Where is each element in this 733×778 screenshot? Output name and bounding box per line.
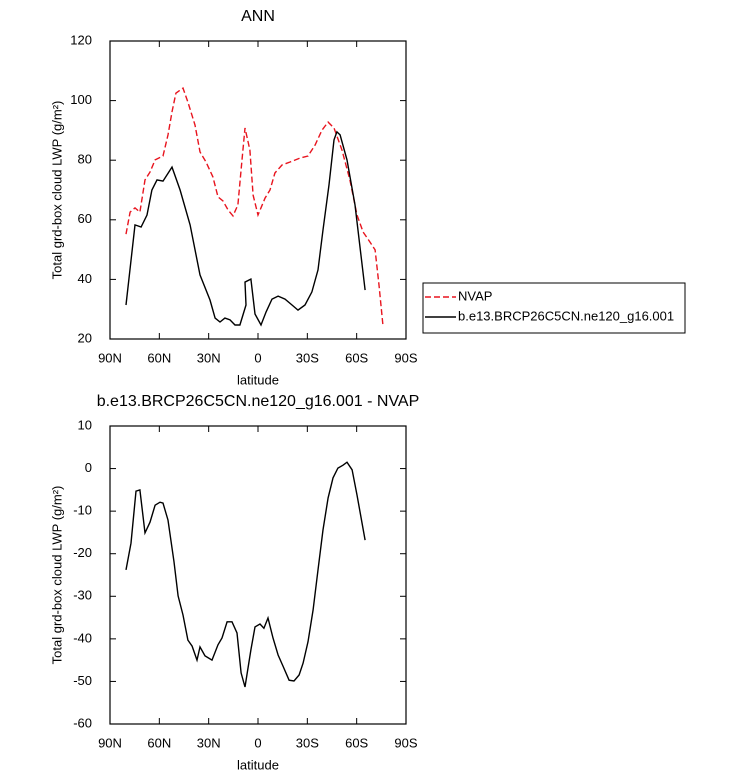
y-tick-label: 100 [70,92,92,107]
y-tick-label: 80 [78,152,92,167]
legend-label: NVAP [458,288,492,303]
x-tick-label: 30N [197,350,221,365]
legend-label: b.e13.BRCP26C5CN.ne120_g16.001 [458,308,674,323]
x-axis-label: latitude [237,757,279,772]
x-tick-label: 30S [296,735,319,750]
y-tick-label: 40 [78,271,92,286]
x-tick-label: 60N [147,735,171,750]
x-tick-label: 0 [254,735,261,750]
y-tick-label: -20 [73,545,92,560]
x-tick-label: 0 [254,350,261,365]
y-tick-label: 20 [78,330,92,345]
y-tick-label: 0 [85,460,92,475]
y-tick-label: 60 [78,211,92,226]
y-axis-label: Total grd-box cloud LWP (g/m²) [49,486,64,665]
plot-frame [109,40,407,340]
chart-title: b.e13.BRCP26C5CN.ne120_g16.001 - NVAP [97,393,420,410]
y-tick-label: -30 [73,588,92,603]
x-tick-label: 90S [394,735,417,750]
y-tick-label: -60 [73,715,92,730]
data-line [125,461,366,688]
x-tick-label: 90N [98,735,122,750]
data-line [125,86,384,326]
y-axis-label: Total grd-box cloud LWP (g/m²) [49,101,64,280]
y-tick-label: -50 [73,673,92,688]
x-axis-label: latitude [237,372,279,387]
x-tick-label: 60S [345,735,368,750]
y-tick-label: -40 [73,630,92,645]
x-tick-label: 30S [296,350,319,365]
y-tick-label: -10 [73,503,92,518]
x-tick-label: 60N [147,350,171,365]
y-tick-label: 120 [70,32,92,47]
x-tick-label: 90N [98,350,122,365]
chart-title: ANN [241,8,275,25]
x-tick-label: 90S [394,350,417,365]
legend-box [422,282,686,334]
plot-frame [109,425,407,725]
y-tick-label: 10 [78,417,92,432]
data-line [125,130,366,327]
x-tick-label: 30N [197,735,221,750]
x-tick-label: 60S [345,350,368,365]
